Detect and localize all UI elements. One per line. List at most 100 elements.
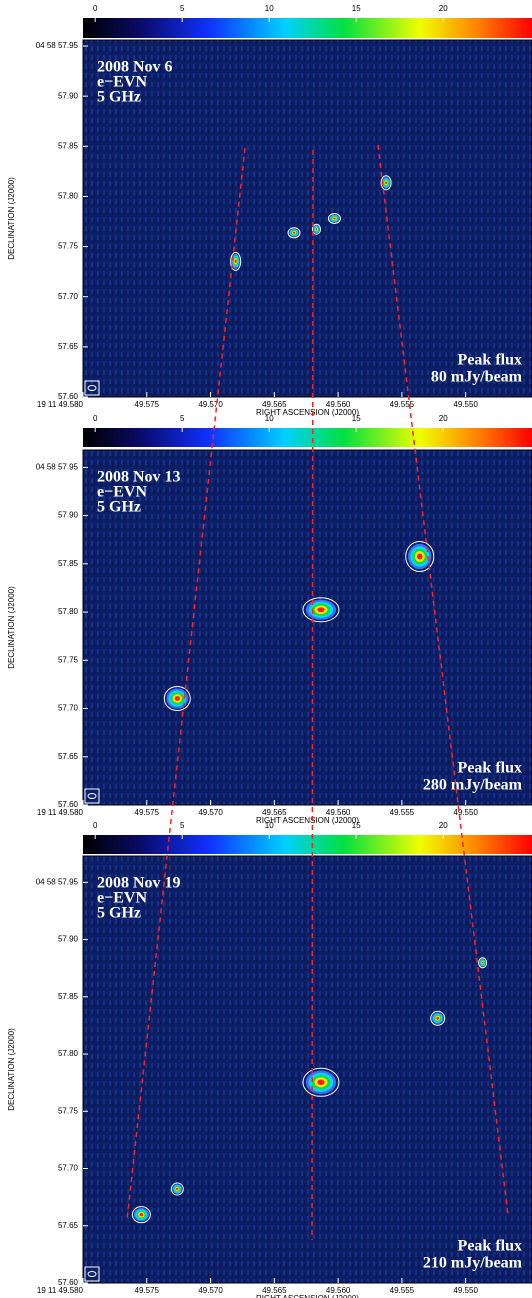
source: [131, 1206, 151, 1224]
annotation: e−EVN: [97, 74, 147, 91]
beam-box: [84, 380, 100, 396]
x-tick-label: 49.570: [198, 808, 223, 817]
source: [302, 597, 340, 623]
x-tick-label: 49.575: [135, 808, 160, 817]
source: [311, 223, 321, 235]
x-tick-label: 19 11 49.580: [37, 808, 84, 817]
x-tick-label: 49.575: [135, 1286, 160, 1295]
source: [174, 696, 180, 701]
colorbar-tick-label: 5: [180, 821, 185, 830]
y-axis-label: DECLINATION (J2000): [7, 177, 16, 260]
peak-flux: 210 mJy/beam: [423, 1255, 523, 1272]
x-tick-label: 49.565: [262, 1286, 287, 1295]
y-axis-label: DECLINATION (J2000): [7, 1028, 16, 1111]
x-tick-label: 19 11 49.580: [37, 1286, 84, 1295]
annotation: e−EVN: [97, 890, 147, 907]
y-tick-label: 57.80: [58, 1049, 79, 1058]
y-tick-label: 57.85: [58, 141, 79, 150]
x-tick-label: 19 11 49.580: [37, 400, 84, 409]
source: [163, 686, 191, 711]
peak-flux: Peak flux: [458, 760, 522, 777]
colorbar-tick-label: 20: [439, 414, 448, 423]
x-axis-label: RIGHT ASCENSION (J2000): [256, 816, 359, 825]
source: [302, 1067, 340, 1097]
colorbar: [83, 18, 532, 38]
x-tick-label: 49.550: [453, 1286, 478, 1295]
x-tick-label: 49.560: [326, 808, 351, 817]
x-tick-label: 49.560: [326, 1286, 351, 1295]
y-tick-label: 04 58 57.95: [36, 462, 79, 471]
annotation: 5 GHz: [97, 499, 141, 516]
annotation: 2008 Nov 13: [97, 469, 181, 486]
x-tick-label: 49.555: [390, 808, 415, 817]
source: [436, 1016, 440, 1020]
colorbar-tick-label: 15: [352, 821, 361, 830]
colorbar-tick-label: 0: [93, 4, 98, 13]
source: [292, 231, 296, 234]
colorbar-tick-label: 10: [265, 4, 274, 13]
y-tick-label: 57.75: [58, 655, 79, 664]
annotation: 2008 Nov 6: [97, 59, 173, 76]
source: [333, 217, 336, 220]
source: [416, 553, 423, 560]
image: [82, 855, 532, 1284]
x-tick-label: 49.570: [198, 400, 223, 409]
colorbar-tick-label: 0: [93, 821, 98, 830]
beam: [87, 385, 97, 391]
source: [287, 227, 301, 239]
x-tick-label: 49.565: [262, 400, 287, 409]
colorbar: [83, 835, 532, 854]
annotation: 5 GHz: [97, 905, 141, 922]
colorbar-tick-label: 5: [180, 4, 185, 13]
y-tick-label: 57.60: [58, 1278, 79, 1287]
annotation: 5 GHz: [97, 89, 141, 106]
colorbar: [83, 428, 532, 447]
x-axis-label: RIGHT ASCENSION (J2000): [256, 1294, 359, 1298]
image: [82, 449, 532, 806]
y-tick-label: 57.70: [58, 292, 79, 301]
y-tick-label: 57.90: [58, 511, 79, 520]
source: [176, 1187, 179, 1191]
x-tick-label: 49.555: [390, 1286, 415, 1295]
x-tick-label: 49.575: [135, 400, 160, 409]
y-tick-label: 57.65: [58, 342, 79, 351]
y-tick-label: 57.75: [58, 1106, 79, 1115]
y-tick-label: 57.65: [58, 752, 79, 761]
y-tick-label: 57.90: [58, 91, 79, 100]
colorbar-tick-label: 0: [93, 414, 98, 423]
y-tick-label: 04 58 57.95: [36, 877, 79, 886]
source: [139, 1213, 144, 1217]
colorbar-tick-label: 20: [439, 4, 448, 13]
source: [430, 1010, 446, 1026]
colorbar-tick-label: 10: [265, 414, 274, 423]
peak-flux: Peak flux: [458, 1238, 522, 1255]
peak-flux: 280 mJy/beam: [423, 777, 523, 794]
source: [317, 607, 325, 613]
colorbar-tick-label: 15: [352, 414, 361, 423]
y-tick-label: 57.75: [58, 242, 79, 251]
annotation: 2008 Nov 19: [97, 875, 181, 892]
source: [315, 228, 318, 231]
x-tick-label: 49.565: [262, 808, 287, 817]
y-tick-label: 57.80: [58, 192, 79, 201]
y-tick-label: 57.80: [58, 607, 79, 616]
annotation: e−EVN: [97, 484, 147, 501]
source: [170, 1182, 184, 1196]
source: [385, 181, 388, 185]
colorbar-tick-label: 10: [265, 821, 274, 830]
x-tick-label: 49.570: [198, 1286, 223, 1295]
source: [478, 957, 488, 969]
y-tick-label: 04 58 57.95: [36, 41, 79, 50]
colorbar-tick-label: 5: [180, 414, 185, 423]
colorbar-tick-label: 15: [352, 4, 361, 13]
source: [317, 1079, 325, 1086]
x-tick-label: 49.555: [390, 400, 415, 409]
y-tick-label: 57.85: [58, 992, 79, 1001]
beam-box: [84, 788, 100, 804]
x-tick-label: 49.560: [326, 400, 351, 409]
y-tick-label: 57.65: [58, 1221, 79, 1230]
y-tick-label: 57.85: [58, 559, 79, 568]
y-tick-label: 57.60: [58, 800, 79, 809]
y-tick-label: 57.70: [58, 1164, 79, 1173]
y-axis-label: DECLINATION (J2000): [7, 586, 16, 669]
